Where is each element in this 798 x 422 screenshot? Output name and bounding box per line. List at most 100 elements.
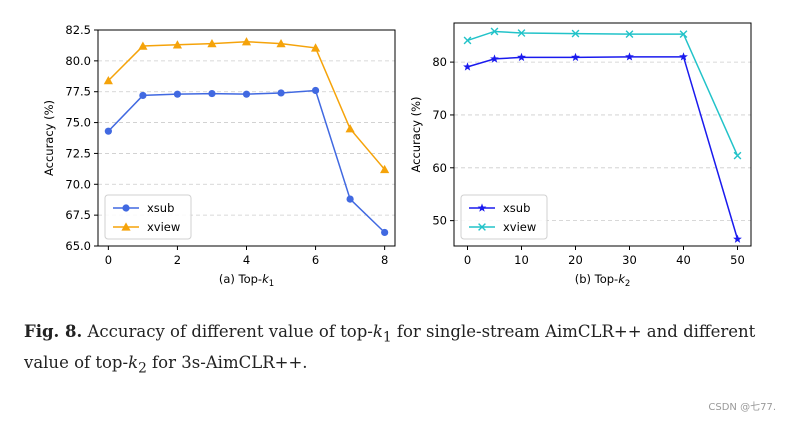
chart-b-xlabel-prefix: (b) Top- xyxy=(575,272,618,286)
chart-a-point-xsub-0 xyxy=(104,127,112,135)
chart-a-ytick-label-0: 65.0 xyxy=(65,239,91,253)
chart-b-point-xview-6 xyxy=(733,151,742,160)
chart-b-series-xsub xyxy=(463,52,742,243)
chart-b-ytick-label-0: 50 xyxy=(432,214,447,228)
chart-b-point-xview-2-stroke-2 xyxy=(517,29,526,37)
chart-a: 65.0 67.5 70.0 72.5 75.0 77.5 80.0 82.5 0 2 4 6 8 Acc… xyxy=(42,23,396,289)
chart-a-point-xsub-8 xyxy=(381,228,389,237)
chart-b-point-xview-4 xyxy=(625,30,634,38)
caption-label: Fig. 8. xyxy=(24,322,83,341)
chart-b-xlabel-var: k xyxy=(618,272,626,286)
chart-b-xlabel: (b) Top-k2 xyxy=(575,272,631,289)
watermark: CSDN @七77. xyxy=(708,402,776,413)
chart-a-legend-label-xsub: xsub xyxy=(147,201,174,215)
chart-a-xtick-label-4: 8 xyxy=(381,253,388,267)
chart-a-ytick-label-6: 80.0 xyxy=(65,54,91,68)
chart-b-point-xsub-4 xyxy=(625,52,634,61)
chart-b-point-xsub-3 xyxy=(571,52,580,62)
chart-a-legend-label-xview: xview xyxy=(147,220,180,234)
chart-a-point-xview-8 xyxy=(380,164,390,174)
chart-a-point-xsub-4 xyxy=(242,90,251,98)
chart-b-ytick-label-2: 70 xyxy=(432,108,447,122)
chart-b-point-xview-1 xyxy=(490,27,499,36)
chart-b-legend-marker-xview-stroke-2 xyxy=(478,223,486,231)
chart-a-point-xsub-3 xyxy=(208,89,216,98)
chart-b-legend-marker-xsub xyxy=(477,203,487,212)
chart-a-xtick-label-0: 0 xyxy=(105,253,112,267)
chart-b-point-xview-4-stroke-2 xyxy=(625,30,634,38)
chart-b-point-xview-6-stroke-2 xyxy=(733,151,742,160)
chart-b-plot-frame xyxy=(453,22,752,247)
chart-b-ytick-label-1: 60 xyxy=(432,161,447,175)
chart-b-xtick-label-5: 50 xyxy=(730,253,745,267)
chart-a-point-xview-5 xyxy=(276,38,286,48)
chart-b-point-xsub-0 xyxy=(463,62,472,71)
chart-b-xlabel-sub: 2 xyxy=(625,279,630,289)
chart-a-point-xsub-1 xyxy=(139,91,147,100)
chart-a-legend-marker-xview xyxy=(121,222,131,231)
caption-sub-1: 1 xyxy=(382,329,392,346)
chart-a-ytick-label-5: 77.5 xyxy=(65,85,91,99)
chart-b-xtick-label-4: 40 xyxy=(676,253,691,267)
chart-a-ytick-label-2: 70.0 xyxy=(65,177,91,191)
chart-a-xtick-label-2: 4 xyxy=(243,253,250,267)
chart-b-ylabel: Accuracy (%) xyxy=(409,96,423,172)
caption-text-2: for single-stream AimCLR++ and different xyxy=(391,322,756,341)
chart-b-point-xview-5-stroke-2 xyxy=(679,30,688,38)
chart-b-point-xsub-5 xyxy=(679,52,688,61)
chart-b-xtick-label-0: 0 xyxy=(464,253,471,267)
chart-a-legend: xsub xview xyxy=(104,194,192,240)
chart-a-point-xsub-7 xyxy=(346,195,354,203)
chart-a-point-xview-2 xyxy=(172,40,183,49)
chart-b: 50 60 70 80 0 10 20 30 40 50 Accuracy (%) (b) Top-k… xyxy=(409,22,752,289)
chart-a-point-xsub-6 xyxy=(311,86,320,95)
chart-a-legend-marker-xsub xyxy=(122,204,130,212)
chart-b-legend-entry-xsub: xsub xyxy=(469,201,530,215)
chart-b-xtick-label-3: 30 xyxy=(622,253,637,267)
chart-a-series-xsub xyxy=(104,86,389,237)
chart-a-point-xview-0 xyxy=(103,76,113,85)
chart-b-series-xview xyxy=(463,27,742,160)
chart-a-point-xview-1 xyxy=(138,41,148,50)
chart-b-point-xview-3 xyxy=(571,29,580,38)
chart-a-point-xsub-5 xyxy=(277,89,285,97)
chart-a-xtick-label-1: 2 xyxy=(174,253,181,267)
caption-text-1: Accuracy of different value of top- xyxy=(87,322,373,341)
chart-b-point-xview-0 xyxy=(463,36,472,45)
chart-b-point-xsub-1 xyxy=(490,54,499,63)
chart-b-point-xsub-2 xyxy=(517,52,526,62)
caption-text-4: for 3s-AimCLR++. xyxy=(146,353,308,373)
chart-a-point-xview-4 xyxy=(241,37,252,46)
chart-b-legend-label-xsub: xsub xyxy=(503,201,530,215)
chart-a-point-xsub-2 xyxy=(173,90,182,98)
chart-a-ytick-label-3: 72.5 xyxy=(65,146,91,160)
chart-a-xtick-label-3: 6 xyxy=(312,253,319,267)
chart-a-point-xview-6 xyxy=(310,43,321,52)
chart-b-xtick-label-1: 10 xyxy=(514,253,529,267)
chart-a-ylabel: Accuracy (%) xyxy=(42,100,56,176)
chart-a-series-xview xyxy=(103,37,390,174)
figure-caption: Fig. 8. Accuracy of different value of t… xyxy=(24,319,774,382)
chart-b-point-xview-5 xyxy=(679,30,688,38)
chart-b-legend: xsub xview xyxy=(460,194,548,240)
chart-a-point-xview-7 xyxy=(345,124,355,133)
chart-b-legend-marker-xview xyxy=(478,223,486,231)
chart-b-xtick-label-2: 20 xyxy=(568,253,583,267)
chart-a-point-xview-3 xyxy=(207,38,217,48)
chart-a-legend-entry-xview: xview xyxy=(113,220,180,234)
chart-a-xlabel: (a) Top-k1 xyxy=(219,272,274,289)
chart-a-xlabel-var: k xyxy=(262,272,270,286)
chart-a-ytick-label-1: 67.5 xyxy=(65,208,91,222)
chart-a-xlabel-sub: 1 xyxy=(269,279,274,289)
chart-b-point-xview-3-stroke-2 xyxy=(571,29,580,38)
chart-b-ytick-label-3: 80 xyxy=(432,55,447,69)
chart-b-point-xsub-6 xyxy=(733,234,742,243)
caption-k2: k xyxy=(128,353,139,373)
chart-b-legend-entry-xview: xview xyxy=(469,220,536,234)
figure-charts: 65.0 67.5 70.0 72.5 75.0 77.5 80.0 82.5 0 2 4 6 8 Acc… xyxy=(42,22,752,289)
chart-b-point-xview-0-stroke-2 xyxy=(463,36,472,45)
chart-b-point-xview-1-stroke-2 xyxy=(490,27,499,36)
chart-b-line-xview xyxy=(467,30,739,156)
chart-a-legend-entry-xsub: xsub xyxy=(113,201,174,215)
chart-b-point-xview-2 xyxy=(517,29,526,37)
